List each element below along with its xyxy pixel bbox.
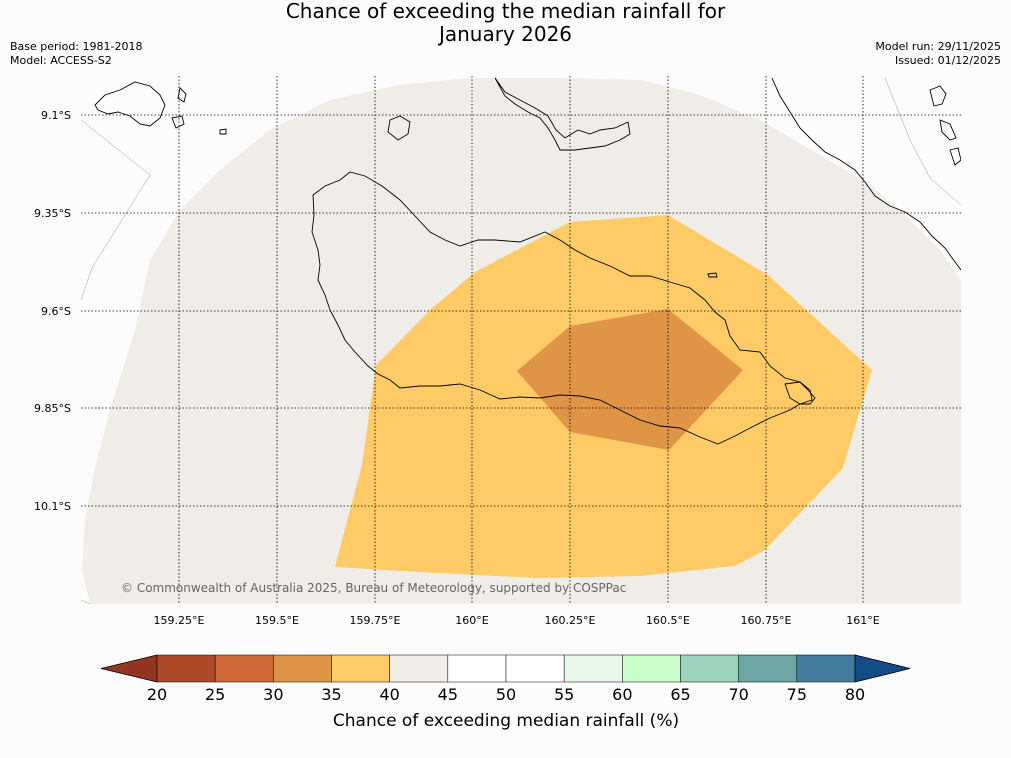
colorbar-tick-label: 80 [845,685,865,704]
colorbar-bin [563,654,623,683]
outer-boundaries [81,77,961,604]
y-tick-label: 10.1°S [34,500,71,513]
colorbar-label: Chance of exceeding median rainfall (%) [333,711,679,731]
base-period: Base period: 1981-2018 [10,40,143,53]
model-name: Model: ACCESS-S2 [10,54,112,67]
x-tick-label: 160.5°E [646,614,690,627]
map-area [81,76,961,604]
north-central-coastline [494,77,631,151]
title-line-1: Chance of exceeding the median rainfall … [285,0,726,23]
colorbar-tick-label: 25 [205,685,225,704]
colorbar-bin [622,654,681,683]
northwest-islets [171,87,227,135]
colorbar [100,654,911,683]
x-tick-label: 159.75°E [350,614,401,627]
x-tick-label: 159.25°E [154,614,205,627]
x-tick-label: 160°E [455,614,488,627]
x-tick-label: 159.5°E [255,614,299,627]
northeast-coastline [771,77,961,271]
y-tick-label: 9.85°S [34,402,71,415]
issued-date: Issued: 01/12/2025 [894,54,1001,67]
colorbar-tick-label: 70 [728,685,748,704]
colorbar-tick-label: 75 [787,685,807,704]
colorbar-tick-label: 60 [612,685,632,704]
colorbar-bin [331,654,390,683]
colorbar-bin [447,654,507,683]
colorbar-tick-label: 45 [438,685,458,704]
small-islet-east [707,272,718,278]
y-tick-label: 9.1°S [41,109,71,122]
model-run: Model run: 29/11/2025 [875,40,1001,53]
y-tick-label: 9.6°S [41,305,71,318]
colorbar-low-extension [100,654,158,683]
chart-title: Chance of exceeding the median rainfall … [0,0,1011,46]
colorbar-tick-label: 40 [379,685,399,704]
colorbar-tick-label: 35 [321,685,341,704]
colorbar-bin [156,654,216,683]
colorbar-bin [389,654,449,683]
x-tick-labels: 159.25°E 159.5°E 159.75°E 160°E 160.25°E 160.… [154,614,880,627]
island-main-coastline [311,171,813,445]
eastern-islets [784,381,816,405]
northwest-coastline [94,81,166,127]
colorbar-high-extension [854,654,911,683]
colorbar-tick-label: 55 [554,685,574,704]
x-tick-label: 161°E [846,614,879,627]
colorbar-bin [273,654,332,683]
colorbar-bin [738,654,798,683]
colorbar-bin [505,654,565,683]
colorbar-tick-label: 50 [496,685,516,704]
colorbar-bin [796,654,856,683]
colorbar-tick-labels: 20 25 30 35 40 45 50 55 60 65 70 75 80 [147,685,865,704]
colorbar-bin [680,654,739,683]
colorbar-tick-label: 20 [147,685,167,704]
x-tick-label: 160.25°E [545,614,596,627]
copyright-text: © Commonwealth of Australia 2025, Bureau… [121,581,626,595]
title-line-2: January 2026 [438,22,573,46]
small-island-north [387,115,411,141]
colorbar-bin [214,654,274,683]
meta-left: Base period: 1981-2018 Model: ACCESS-S2 [10,40,142,68]
y-tick-label: 9.35°S [34,207,71,220]
meta-right: Model run: 29/11/2025 Issued: 01/12/2025 [875,40,1001,68]
coastlines [94,77,961,445]
northeast-islets [929,85,961,166]
y-tick-labels: 9.1°S 9.35°S 9.6°S 9.85°S 10.1°S [34,109,71,513]
colorbar-tick-label: 30 [263,685,283,704]
grid-lines [81,76,961,604]
x-tick-label: 160.75°E [741,614,792,627]
zone-30-35 [517,309,743,450]
colorbar-tick-label: 65 [670,685,690,704]
